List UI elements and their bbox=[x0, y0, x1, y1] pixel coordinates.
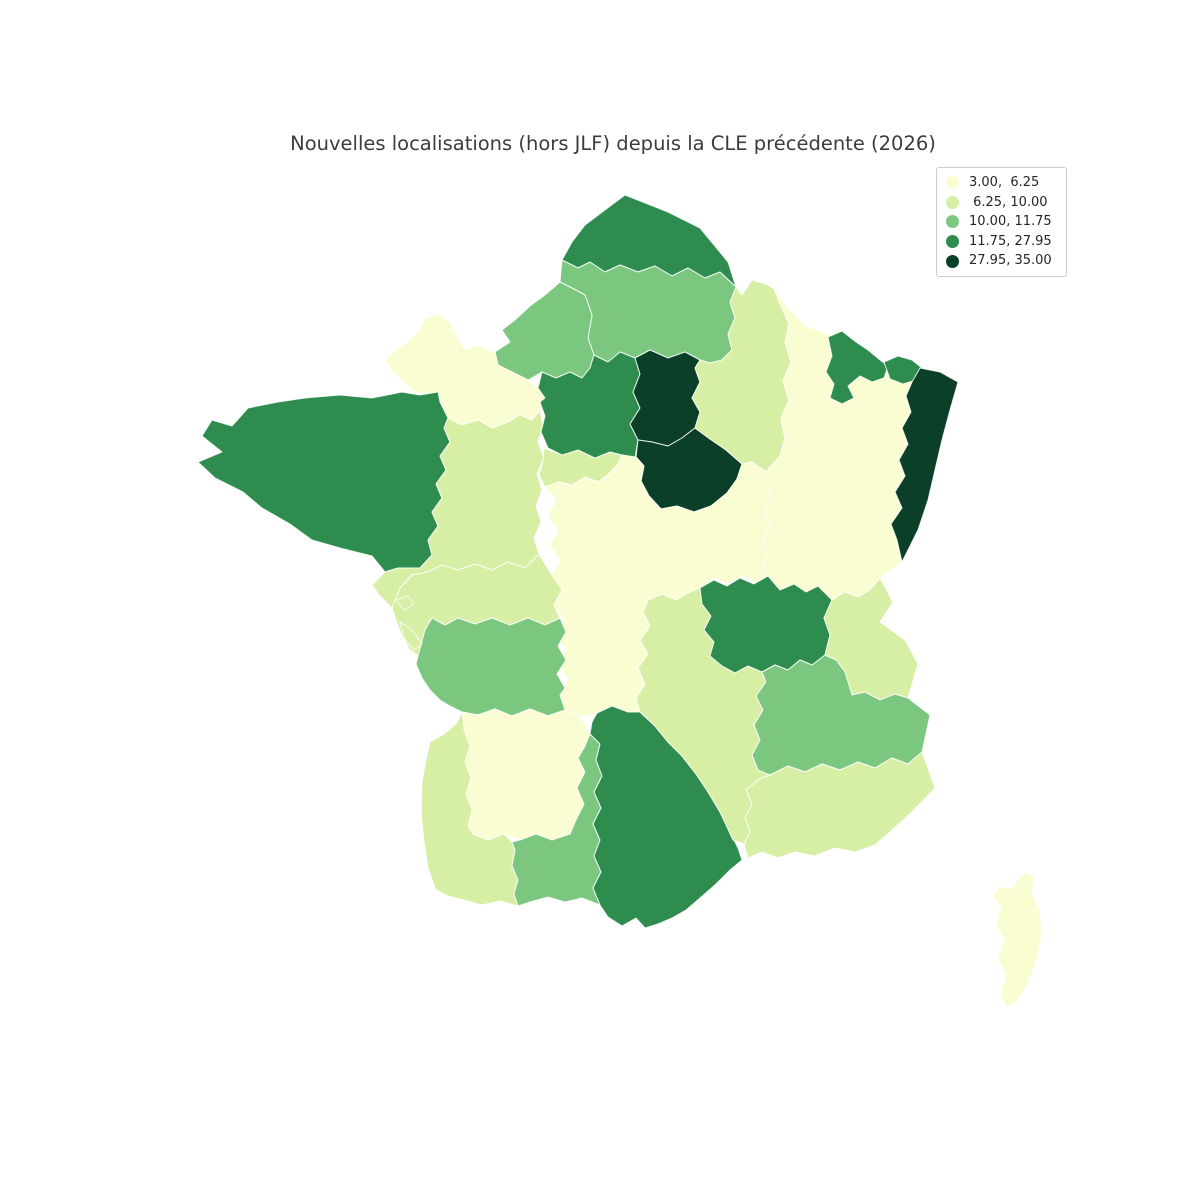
legend-row-2: 10.00, 11.75 bbox=[946, 212, 1060, 232]
legend-row-4: 27.95, 35.00 bbox=[946, 251, 1060, 271]
legend-label: 6.25, 10.00 bbox=[969, 194, 1048, 210]
legend-swatch-icon bbox=[946, 215, 959, 229]
map-region-provence bbox=[743, 751, 936, 859]
legend-box: 3.00, 6.25 6.25, 10.00 10.00, 11.75 11.75,… bbox=[936, 167, 1067, 277]
map-region-corse bbox=[992, 871, 1043, 1009]
legend-swatch-icon bbox=[946, 235, 959, 249]
map-region-lyonnais bbox=[699, 575, 833, 674]
legend-row-0: 3.00, 6.25 bbox=[946, 173, 1060, 193]
legend-label: 10.00, 11.75 bbox=[969, 214, 1052, 230]
legend-swatch-icon bbox=[946, 176, 959, 190]
legend-label: 3.00, 6.25 bbox=[969, 175, 1040, 190]
legend-swatch-icon bbox=[946, 254, 959, 268]
map-region-quercy bbox=[461, 708, 591, 841]
legend-row-3: 11.75, 27.95 bbox=[946, 232, 1060, 252]
map-region-moselle_ouest bbox=[825, 330, 889, 405]
map-region-bretagne bbox=[197, 391, 451, 573]
map-region-alsace bbox=[890, 367, 959, 563]
chart-title: Nouvelles localisations (hors JLF) depui… bbox=[290, 132, 936, 155]
legend-label: 27.95, 35.00 bbox=[969, 253, 1052, 269]
legend-row-1: 6.25, 10.00 bbox=[946, 193, 1060, 213]
map-region-limousin bbox=[415, 617, 567, 717]
legend-label: 11.75, 27.95 bbox=[969, 233, 1052, 249]
map-region-ile_oleron bbox=[399, 621, 423, 651]
map-region-haute_normandie bbox=[494, 281, 595, 381]
map-region-ile_re bbox=[395, 595, 415, 611]
legend-swatch-icon bbox=[946, 195, 959, 209]
